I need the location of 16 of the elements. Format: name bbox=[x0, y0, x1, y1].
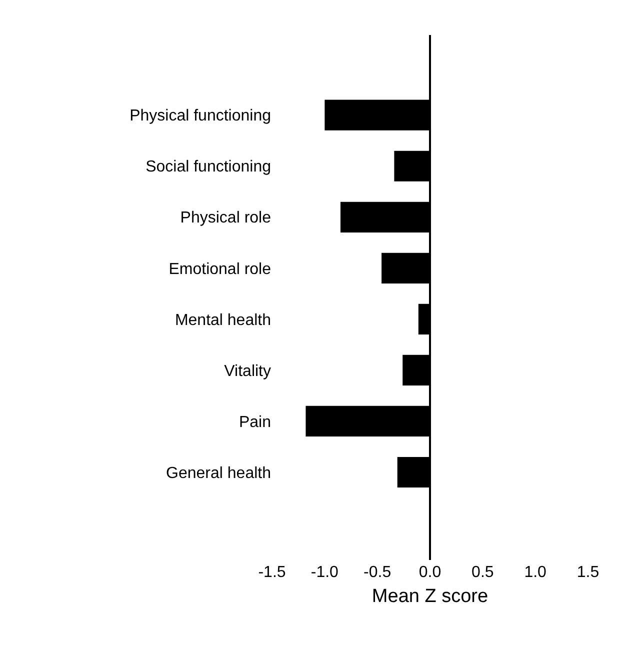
x-tick-label: 0.5 bbox=[472, 564, 494, 581]
x-tick-label: 1.0 bbox=[524, 564, 547, 581]
x-tick-label: 0.0 bbox=[418, 564, 442, 581]
x-tick-label: 1.5 bbox=[576, 564, 600, 581]
x-tick-label: -1.0 bbox=[310, 564, 339, 581]
y-tick-label: Vitality bbox=[224, 362, 271, 380]
y-tick-label: Social functioning bbox=[146, 158, 271, 176]
y-tick-label: Physical role bbox=[180, 210, 272, 227]
y-tick-label: Emotional role bbox=[168, 260, 272, 278]
y-tick-label: Mental health bbox=[174, 312, 271, 329]
x-axis-title: Mean Z score bbox=[372, 586, 488, 607]
x-tick-label: -0.5 bbox=[364, 564, 392, 581]
x-tick-label: -1.5 bbox=[258, 564, 286, 581]
y-tick-label: Pain bbox=[238, 414, 271, 431]
y-tick-label: Physical functioning bbox=[130, 108, 271, 125]
y-tick-label: General health bbox=[166, 464, 271, 482]
